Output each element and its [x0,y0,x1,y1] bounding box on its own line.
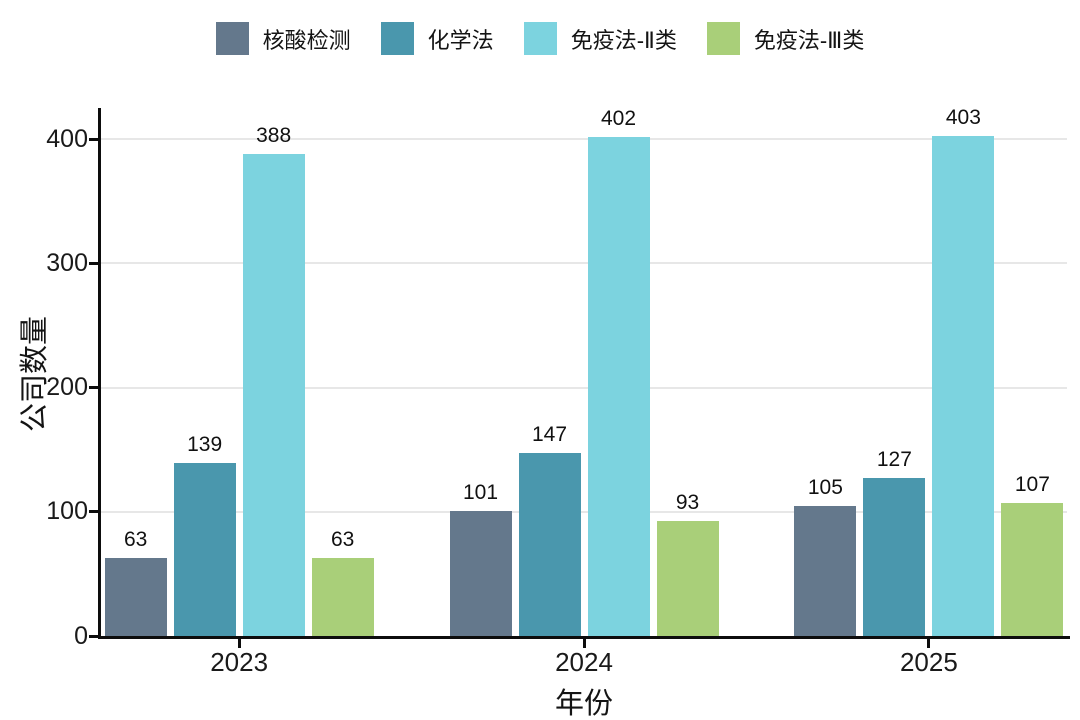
gridline-y-200 [101,386,1067,389]
bar-value-label: 403 [945,105,981,129]
legend-item-免疫法-Ⅲ类: 免疫法-Ⅲ类 [706,22,865,55]
bar-value-label: 63 [123,527,148,551]
x-tick-label: 2024 [555,647,613,677]
y-tick-mark [89,634,98,638]
legend-swatch-icon [215,22,249,55]
legend-label: 化学法 [427,27,494,53]
y-tick-mark [89,137,98,141]
y-tick-label: 0 [74,621,88,650]
bar-value-label: 127 [876,448,912,472]
bar-value-label: 101 [462,480,499,504]
gridline-y-100 [101,510,1067,513]
x-tick-label: 2025 [899,647,958,677]
bar-免疫法-Ⅲ类-2025 [1001,503,1064,636]
bar-免疫法-Ⅱ类-2024 [587,136,650,636]
bar-value-label: 105 [807,475,843,499]
legend-item-化学法: 化学法 [380,22,494,55]
y-tick-mark [89,386,98,390]
x-tick-label: 2023 [210,647,269,677]
x-tick-mark [927,639,931,648]
x-tick-mark [237,639,241,648]
bar-化学法-2023 [173,463,236,636]
bar-免疫法-Ⅱ类-2023 [242,154,305,636]
gridline-y-300 [101,262,1067,265]
bar-化学法-2025 [863,478,926,636]
y-tick-mark [89,261,98,265]
y-tick-label: 200 [46,373,88,402]
legend-swatch-icon [706,22,740,55]
x-axis-title: 年份 [554,688,614,720]
bar-value-label: 93 [675,490,700,514]
bar-核酸检测-2023 [104,557,167,636]
y-tick-mark [89,510,98,514]
legend-label: 免疫法-Ⅱ类 [570,27,677,53]
bar-免疫法-Ⅲ类-2023 [311,557,374,636]
y-tick-label: 100 [46,497,88,526]
legend-item-免疫法-Ⅱ类: 免疫法-Ⅱ类 [523,22,677,55]
legend-item-核酸检测: 核酸检测 [215,22,351,55]
bar-化学法-2024 [518,453,581,636]
bar-value-label: 402 [600,106,637,130]
bar-免疫法-Ⅱ类-2025 [932,135,995,636]
bar-免疫法-Ⅲ类-2024 [656,520,719,636]
bar-value-label: 388 [256,124,292,148]
bar-value-label: 147 [531,423,568,447]
bar-value-label: 139 [187,433,223,457]
y-axis-line [98,108,101,639]
gridline-y-400 [101,138,1067,141]
y-tick-label: 400 [46,124,88,153]
bar-value-label: 63 [330,527,355,551]
x-axis-line [98,636,1070,639]
legend-swatch-icon [380,22,414,55]
legend-label: 免疫法-Ⅲ类 [753,27,865,53]
legend-label: 核酸检测 [262,27,351,53]
bar-核酸检测-2024 [449,510,512,636]
x-tick-mark [582,639,586,648]
legend: 核酸检测 化学法 免疫法-Ⅱ类 免疫法-Ⅲ类 [0,22,1080,55]
legend-swatch-icon [523,22,557,55]
bar-核酸检测-2025 [794,505,857,636]
y-tick-label: 300 [46,248,88,277]
y-axis-title: 公司数量 [19,315,51,433]
bar-value-label: 107 [1014,473,1050,497]
